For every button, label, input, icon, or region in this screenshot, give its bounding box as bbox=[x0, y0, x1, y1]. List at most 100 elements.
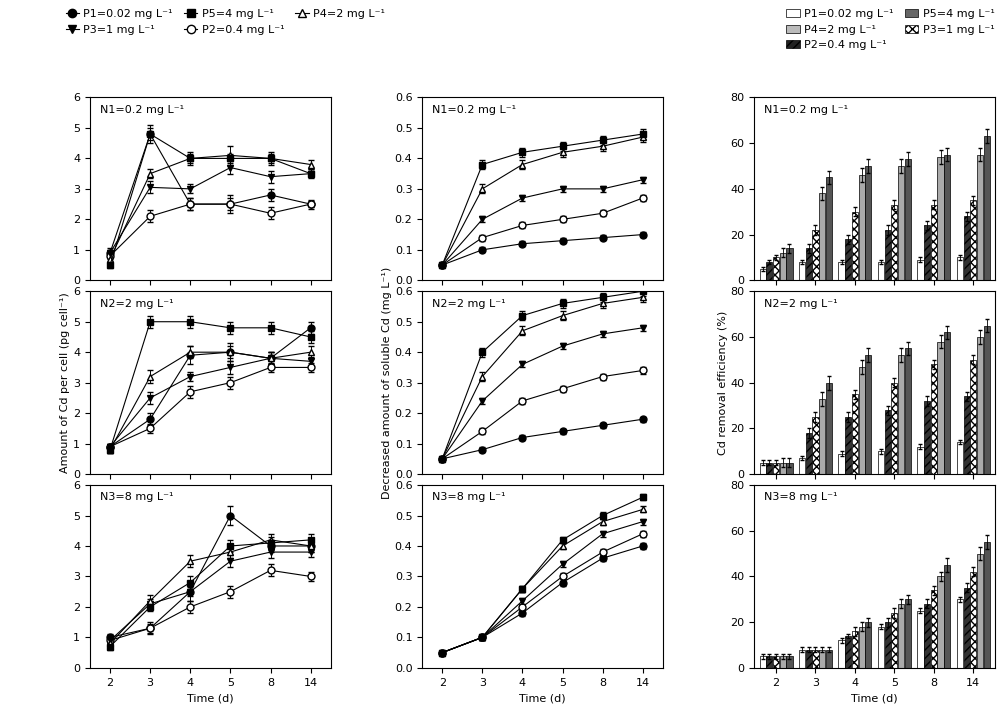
Bar bbox=[917, 260, 924, 280]
Bar bbox=[898, 355, 904, 474]
Bar bbox=[957, 599, 963, 668]
Bar bbox=[766, 656, 772, 668]
Bar bbox=[937, 576, 944, 668]
Y-axis label: Cd removal efficiency (%): Cd removal efficiency (%) bbox=[718, 310, 728, 455]
Bar bbox=[773, 656, 779, 668]
Bar bbox=[885, 410, 891, 474]
Text: N1=0.2 mg L⁻¹: N1=0.2 mg L⁻¹ bbox=[764, 105, 848, 115]
Bar bbox=[898, 604, 904, 668]
Bar bbox=[780, 656, 786, 668]
Bar bbox=[812, 417, 819, 474]
Bar bbox=[799, 458, 805, 474]
Text: N2=2 mg L⁻¹: N2=2 mg L⁻¹ bbox=[100, 299, 173, 308]
Bar bbox=[865, 622, 871, 668]
Bar bbox=[944, 565, 950, 668]
Bar bbox=[937, 157, 944, 280]
Bar bbox=[905, 599, 911, 668]
Bar bbox=[878, 262, 884, 280]
Bar bbox=[931, 590, 937, 668]
Bar bbox=[878, 627, 884, 668]
Bar bbox=[760, 269, 766, 280]
Y-axis label: Decreased amount of soluble Cd (mg L⁻¹): Decreased amount of soluble Cd (mg L⁻¹) bbox=[382, 266, 392, 499]
Text: N3=8 mg L⁻¹: N3=8 mg L⁻¹ bbox=[764, 492, 837, 503]
Bar bbox=[885, 230, 891, 280]
Text: N1=0.2 mg L⁻¹: N1=0.2 mg L⁻¹ bbox=[432, 105, 516, 115]
Legend: P1=0.02 mg L⁻¹, P4=2 mg L⁻¹, P2=0.4 mg L⁻¹, P5=4 mg L⁻¹, P3=1 mg L⁻¹: P1=0.02 mg L⁻¹, P4=2 mg L⁻¹, P2=0.4 mg L… bbox=[786, 9, 994, 51]
Bar bbox=[760, 656, 766, 668]
Bar bbox=[845, 417, 851, 474]
Bar bbox=[812, 230, 819, 280]
Bar bbox=[852, 212, 858, 280]
Legend: P1=0.02 mg L⁻¹, P3=1 mg L⁻¹, P5=4 mg L⁻¹, P2=0.4 mg L⁻¹, P4=2 mg L⁻¹: P1=0.02 mg L⁻¹, P3=1 mg L⁻¹, P5=4 mg L⁻¹… bbox=[66, 9, 385, 35]
Bar bbox=[819, 193, 825, 280]
Bar bbox=[937, 342, 944, 474]
Bar bbox=[970, 360, 976, 474]
Bar bbox=[819, 399, 825, 474]
Bar bbox=[931, 205, 937, 280]
Bar bbox=[760, 463, 766, 474]
Bar bbox=[766, 463, 772, 474]
Bar bbox=[891, 205, 897, 280]
Bar bbox=[905, 159, 911, 280]
X-axis label: Time (d): Time (d) bbox=[851, 693, 898, 703]
Y-axis label: Amount of Cd per cell (pg cell⁻¹): Amount of Cd per cell (pg cell⁻¹) bbox=[60, 292, 70, 473]
Bar bbox=[984, 542, 990, 668]
Bar bbox=[773, 463, 779, 474]
Bar bbox=[780, 253, 786, 280]
Bar bbox=[944, 332, 950, 474]
Bar bbox=[852, 631, 858, 668]
Text: N1=0.2 mg L⁻¹: N1=0.2 mg L⁻¹ bbox=[100, 105, 184, 115]
Bar bbox=[984, 326, 990, 474]
Bar bbox=[838, 262, 845, 280]
Text: N2=2 mg L⁻¹: N2=2 mg L⁻¹ bbox=[764, 299, 838, 308]
Bar bbox=[944, 155, 950, 280]
X-axis label: Time (d): Time (d) bbox=[519, 693, 566, 703]
Bar bbox=[780, 463, 786, 474]
Bar bbox=[957, 258, 963, 280]
Bar bbox=[786, 248, 793, 280]
Bar bbox=[898, 166, 904, 280]
Bar bbox=[806, 433, 812, 474]
Bar bbox=[766, 262, 772, 280]
Bar bbox=[826, 650, 832, 668]
Bar bbox=[799, 650, 805, 668]
Bar bbox=[859, 175, 865, 280]
Bar bbox=[917, 611, 924, 668]
Bar bbox=[826, 178, 832, 280]
Bar bbox=[964, 217, 970, 280]
Bar bbox=[845, 636, 851, 668]
Bar bbox=[984, 136, 990, 280]
Text: N3=8 mg L⁻¹: N3=8 mg L⁻¹ bbox=[100, 492, 173, 503]
Bar bbox=[931, 365, 937, 474]
Bar bbox=[891, 613, 897, 668]
Bar bbox=[865, 355, 871, 474]
Bar bbox=[838, 640, 845, 668]
Bar bbox=[826, 383, 832, 474]
Bar bbox=[838, 453, 845, 474]
Bar bbox=[819, 650, 825, 668]
Bar bbox=[845, 239, 851, 280]
Bar bbox=[970, 572, 976, 668]
Bar bbox=[773, 258, 779, 280]
Bar bbox=[977, 554, 983, 668]
Bar bbox=[812, 650, 819, 668]
Text: N2=2 mg L⁻¹: N2=2 mg L⁻¹ bbox=[432, 299, 505, 308]
X-axis label: Time (d): Time (d) bbox=[187, 693, 234, 703]
Bar bbox=[885, 622, 891, 668]
Bar bbox=[924, 225, 930, 280]
Bar bbox=[924, 401, 930, 474]
Bar bbox=[865, 166, 871, 280]
Bar bbox=[852, 394, 858, 474]
Bar bbox=[806, 650, 812, 668]
Bar bbox=[977, 155, 983, 280]
Text: N3=8 mg L⁻¹: N3=8 mg L⁻¹ bbox=[432, 492, 505, 503]
Bar bbox=[957, 442, 963, 474]
Bar bbox=[859, 367, 865, 474]
Bar bbox=[806, 248, 812, 280]
Bar bbox=[964, 396, 970, 474]
Bar bbox=[891, 383, 897, 474]
Bar bbox=[859, 627, 865, 668]
Bar bbox=[786, 656, 793, 668]
Bar bbox=[799, 262, 805, 280]
Bar bbox=[878, 451, 884, 474]
